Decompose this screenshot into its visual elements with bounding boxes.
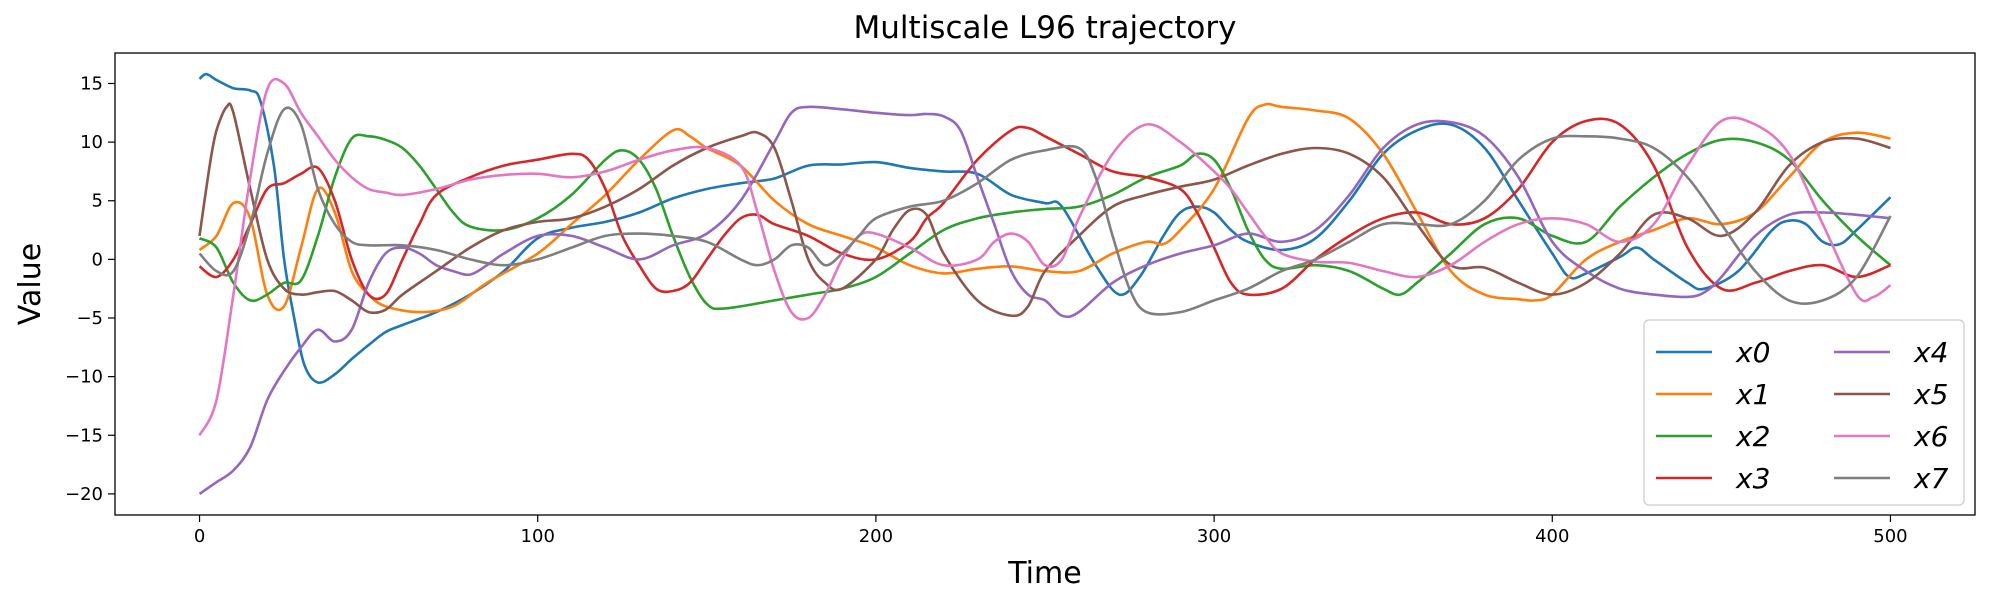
series-line-x0 bbox=[198, 72, 1892, 385]
series-line-x6 bbox=[198, 77, 1892, 436]
x-tick-label: 0 bbox=[194, 526, 205, 547]
x-axis-label: Time bbox=[1007, 556, 1081, 591]
legend-label-x6: x6 bbox=[1913, 420, 1948, 453]
series-line-x2 bbox=[198, 133, 1892, 311]
y-tick-label: −5 bbox=[76, 308, 103, 329]
y-tick-label: 5 bbox=[92, 191, 103, 212]
legend-label-x4: x4 bbox=[1913, 336, 1948, 369]
x-tick-label: 500 bbox=[1873, 526, 1907, 547]
legend-label-x0: x0 bbox=[1735, 336, 1770, 369]
y-tick-label: −10 bbox=[65, 367, 103, 388]
plot-area bbox=[114, 52, 1976, 516]
series-line-x7 bbox=[198, 106, 1892, 316]
chart-title: Multiscale L96 trajectory bbox=[854, 10, 1237, 46]
x-axis-ticks: 0 100 200 300 400 500 bbox=[194, 515, 1908, 547]
x-tick-label: 200 bbox=[859, 526, 893, 547]
y-tick-label: −20 bbox=[65, 484, 103, 505]
plot-frame bbox=[114, 52, 1976, 516]
y-axis-ticks: −20 −15 −10 −5 0 5 10 15 bbox=[65, 73, 115, 505]
x-tick-label: 400 bbox=[1535, 526, 1569, 547]
y-axis-label: Value bbox=[13, 243, 48, 325]
legend-label-x3: x3 bbox=[1735, 462, 1770, 495]
legend-box bbox=[1643, 319, 1965, 506]
y-tick-label: 0 bbox=[92, 249, 103, 270]
series-line-x5 bbox=[198, 102, 1891, 318]
legend: x0 x1 x2 x3 x4 x5 x6 x7 bbox=[1643, 319, 1965, 506]
x-tick-label: 300 bbox=[1197, 526, 1231, 547]
legend-label-x1: x1 bbox=[1735, 378, 1770, 411]
y-tick-label: 15 bbox=[80, 73, 103, 94]
y-tick-label: −15 bbox=[65, 425, 103, 446]
series-layer bbox=[198, 72, 1892, 495]
y-tick-label: 10 bbox=[80, 132, 103, 153]
legend-label-x7: x7 bbox=[1913, 462, 1949, 495]
series-line-x4 bbox=[198, 105, 1891, 495]
series-line-x3 bbox=[198, 117, 1891, 301]
legend-label-x5: x5 bbox=[1913, 378, 1948, 411]
legend-label-x2: x2 bbox=[1735, 420, 1770, 453]
x-tick-label: 100 bbox=[521, 526, 555, 547]
